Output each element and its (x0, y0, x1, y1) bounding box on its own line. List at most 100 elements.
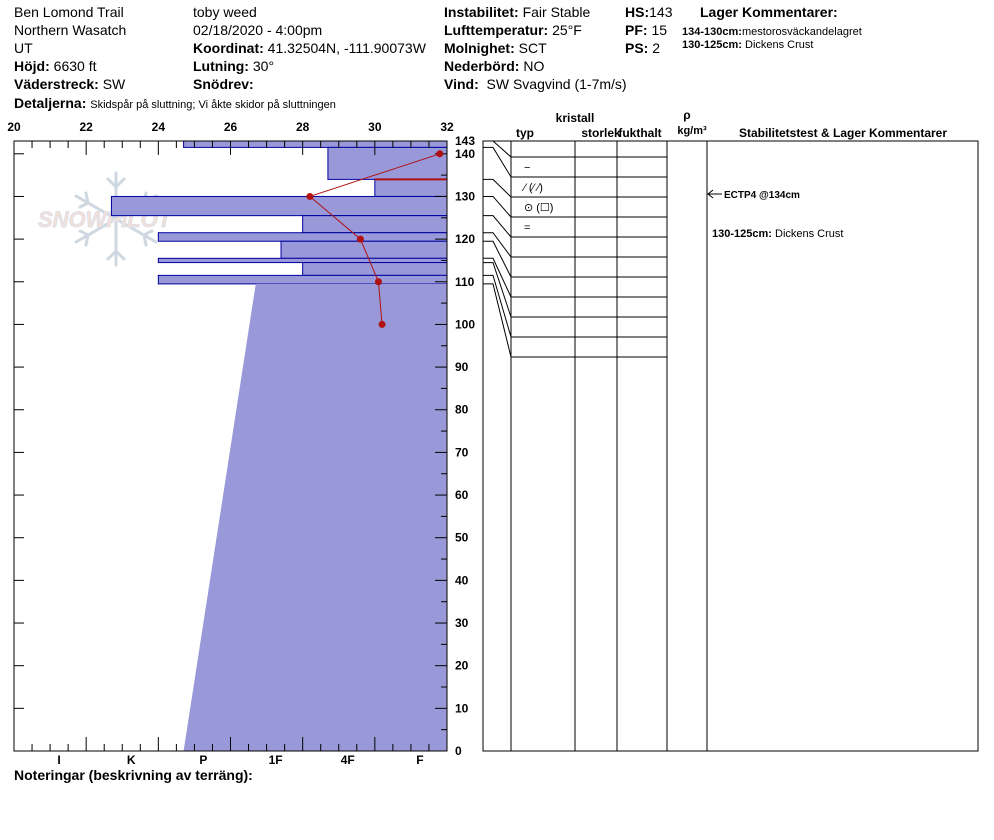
table-comment-range: 130-125cm: (712, 228, 775, 240)
depth-tick-label: 90 (455, 360, 469, 374)
grain-symbol: = (524, 222, 530, 234)
hardness-tick-label: K (127, 753, 136, 767)
ps-row: PS: 2 (625, 40, 660, 56)
grain-symbol: ⁄ (⁄ ⁄) (521, 182, 543, 194)
details-value: Skidspår på sluttning; Vi åkte skidor på… (90, 99, 336, 111)
hardness-tick-label: 1F (269, 753, 283, 767)
depth-tick-label: 40 (455, 573, 469, 587)
pf-label: PF: (625, 22, 648, 38)
depth-tick-label: 30 (455, 616, 469, 630)
hs-label: HS: (625, 4, 650, 20)
precip-row: Nederbörd: NO (444, 58, 544, 74)
datetime: 02/18/2020 - 4:00pm (193, 22, 323, 38)
hs-value: 143 (649, 4, 673, 20)
wind-row: Vind: SW Svagvind (1-7m/s) (444, 76, 627, 92)
state: UT (14, 40, 33, 56)
stability-value: Fair Stable (522, 4, 591, 20)
hardness-layer (183, 140, 448, 148)
hardness-tick-label: F (416, 753, 423, 767)
layer-comment-1: 134-130cm:mestorosväckandelagret (682, 24, 862, 40)
layer-connector (483, 140, 512, 158)
wind-label: Vind: (444, 76, 479, 92)
slope-row: Lutning: 30° (193, 58, 274, 74)
grain-symbol: − (524, 162, 530, 174)
pf-row: PF: 15 (625, 22, 667, 38)
temperature-point (378, 320, 386, 328)
layer-comment-text: mestorosväckandelagret (741, 26, 862, 38)
airtemp-label: Lufttemperatur: (444, 22, 549, 38)
coordinate-label: Koordinat: (193, 40, 264, 56)
layer-connector (483, 262, 512, 318)
temperature-point (436, 150, 444, 158)
airtemp-row: Lufttemperatur: 25°F (444, 22, 582, 38)
mountain-range: Northern Wasatch (14, 22, 127, 38)
airtemp-value: 25°F (552, 22, 582, 38)
hardness-temperature-plot: 20 22 24 26 28 30 32 I K P 1F 4F F 0 10 20 30 40 50 60 70 80 9… (7, 120, 475, 767)
temperature-point (374, 278, 382, 286)
layer-connector (483, 195, 512, 218)
wind-value: SW Svagvind (1-7m/s) (486, 76, 627, 92)
layer-connector (483, 257, 512, 298)
slope-value: 30° (252, 58, 275, 74)
hardness-layer (280, 240, 448, 259)
depth-tick-label: 110 (455, 275, 475, 289)
hs-row: HS:143 (625, 4, 672, 20)
hardness-tick-label: P (199, 753, 207, 767)
layer-connector (483, 215, 512, 238)
temperature-point (306, 192, 314, 200)
table-comment-text: Dickens Crust (775, 228, 843, 240)
depth-tick-label: 10 (455, 701, 469, 715)
header-rho: ρ (683, 108, 690, 122)
layer-connector (483, 283, 512, 358)
depth-tick-label: 60 (455, 488, 469, 502)
header-kristall: kristall (556, 111, 595, 125)
grain-symbol: ⊙ (☐) (524, 202, 553, 214)
temp-tick-label: 20 (7, 120, 21, 134)
layer-connector (483, 240, 512, 278)
header-rho-unit: kg/m³ (677, 125, 707, 137)
header-typ: typ (516, 126, 534, 140)
temp-tick-label: 22 (79, 120, 93, 134)
sky-row: Molnighet: SCT (444, 40, 547, 56)
aspect-row: Väderstreck: SW (14, 76, 125, 92)
depth-tick-label: 70 (455, 445, 469, 459)
hardness-layer (157, 257, 448, 264)
depth-tick-label: 0 (455, 744, 462, 758)
depth-tick-label: 140 (455, 147, 475, 161)
depth-top-label: 143 (455, 134, 475, 148)
coordinate-row: Koordinat: 41.32504N, -111.90073W (193, 40, 426, 56)
coordinate-value: 41.32504N, -111.90073W (267, 40, 426, 56)
snowdrift-label: Snödrev: (193, 76, 254, 92)
location-name: Ben Lomond Trail (14, 4, 124, 20)
layer-comment-2: 130-125cm: Dickens Crust (682, 37, 813, 53)
layer-comment-range: 130-125cm: (682, 39, 742, 51)
ps-value: 2 (652, 40, 661, 56)
hardness-layer (374, 178, 448, 197)
details-row: Detaljerna: Skidspår på sluttning; Vi åk… (14, 95, 336, 113)
hardness-layer (302, 215, 448, 234)
layer-connector (483, 146, 512, 178)
layer-connector (483, 232, 512, 258)
aspect-label: Väderstreck: (14, 76, 99, 92)
aspect-value: SW (102, 76, 126, 92)
hardness-layer (327, 146, 448, 180)
layer-comment-text: Dickens Crust (745, 39, 814, 51)
temp-tick-label: 32 (440, 120, 454, 134)
header-storlek: storlek (581, 126, 621, 140)
depth-tick-label: 50 (455, 531, 469, 545)
stability-test-label: ECTP4 @134cm (724, 190, 800, 201)
temp-tick-label: 24 (152, 120, 166, 134)
layer-connector (483, 178, 512, 198)
table-frame (482, 140, 979, 752)
hardness-tick-label: 4F (341, 753, 355, 767)
arrow-icon (707, 189, 714, 199)
temperature-point (356, 235, 364, 243)
depth-tick-label: 130 (455, 189, 475, 203)
layer-comments-title: Lager Kommentarer: (700, 4, 838, 20)
table-comment: 130-125cm: Dickens Crust (712, 228, 843, 240)
depth-tick-label: 20 (455, 659, 469, 673)
notes-label: Noteringar (beskrivning av terräng): (14, 767, 253, 783)
depth-tick-label: 120 (455, 232, 475, 246)
